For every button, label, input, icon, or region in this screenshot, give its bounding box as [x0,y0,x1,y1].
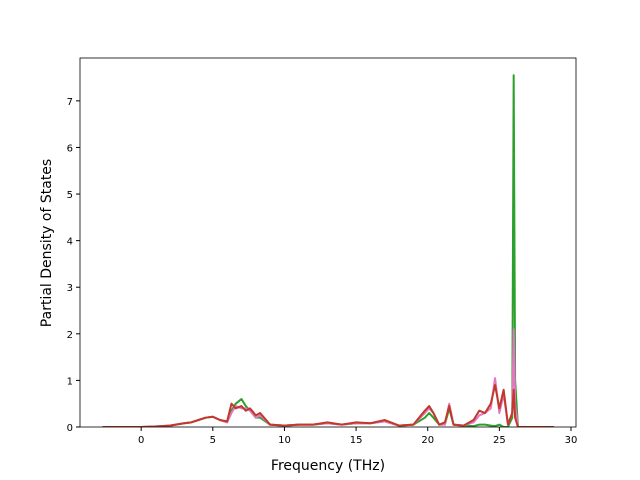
y-tick-label: 0 [67,423,73,434]
series-line [102,74,554,427]
y-tick-label: 3 [67,283,73,294]
y-tick-label: 1 [67,376,73,387]
plot-frame [79,57,577,428]
y-tick-label: 5 [67,190,73,201]
x-tick-label: 5 [210,435,216,446]
x-tick-label: 30 [565,435,578,446]
x-tick-label: 25 [493,435,506,446]
x-axis-label: Frequency (THz) [271,458,385,474]
y-tick-label: 2 [67,330,73,341]
x-tick-label: 15 [350,435,363,446]
x-tick-label: 0 [138,435,144,446]
x-tick-label: 20 [421,435,434,446]
y-axis-label: Partial Density of States [39,159,55,327]
y-tick-label: 4 [67,237,73,248]
x-tick-label: 10 [278,435,291,446]
y-tick-label: 6 [67,143,73,154]
series-line [102,384,554,427]
y-tick-label: 7 [67,97,73,108]
